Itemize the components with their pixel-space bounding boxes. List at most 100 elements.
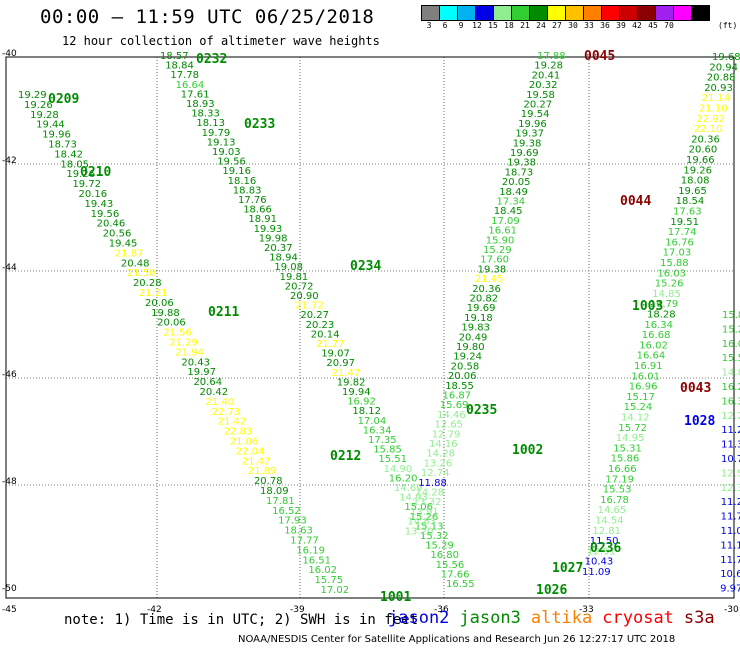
swh-value: 16.87 (443, 391, 472, 402)
lat-tick-label: -50 (2, 584, 17, 594)
lon-tick-label: -45 (2, 605, 17, 615)
swh-value: 16.79 (650, 299, 679, 310)
swh-value: 21.21 (139, 288, 168, 299)
swh-value: 22.04 (236, 446, 265, 457)
swh-value: 16.51 (302, 555, 331, 566)
pass-label-0235: 0235 (466, 403, 497, 418)
swh-value: 18.28 (647, 310, 676, 321)
swh-value: 15.23 (722, 324, 740, 335)
swh-value: 21.94 (175, 347, 204, 358)
satellite-legend: jason2 jason3 altika cryosat s3a (388, 608, 725, 628)
swh-value: 15.31 (613, 443, 642, 454)
swh-value: 18.09 (260, 486, 289, 497)
swh-value: 16.03 (657, 268, 686, 279)
legend-label-45: 45 (648, 21, 658, 30)
swh-value: 19.69 (467, 303, 496, 314)
swh-value: 10.79 (721, 454, 740, 465)
swh-value: 15.86 (611, 454, 640, 465)
swh-value: 17.78 (170, 70, 199, 81)
swh-value: 19.81 (280, 272, 309, 283)
lat-tick-label: -48 (2, 477, 17, 487)
swh-value: 19.83 (461, 323, 490, 334)
legend-label-12: 12 (472, 21, 482, 30)
swh-value: 20.06 (145, 298, 174, 309)
swh-value: 18.05 (60, 159, 89, 170)
lon-tick-label: -39 (290, 605, 305, 615)
swh-value: 11.15 (720, 540, 740, 551)
swh-value: 15.88 (722, 310, 740, 321)
swh-value: 11.23 (721, 425, 740, 436)
legend-label-36: 36 (600, 21, 610, 30)
swh-value: 19.69 (510, 148, 539, 159)
swh-value: 21.29 (169, 338, 198, 349)
map-frame (5, 56, 735, 599)
swh-value: 15.32 (420, 531, 449, 542)
legend-label-18: 18 (504, 21, 514, 30)
legend-label-24: 24 (536, 21, 546, 30)
swh-value: 18.73 (505, 167, 534, 178)
swh-value: 15.29 (425, 541, 454, 552)
swh-value: 16.52 (272, 506, 301, 517)
swh-value: 19.44 (36, 120, 65, 131)
pass-label-0045: 0045 (584, 49, 615, 64)
swh-value: 18.54 (676, 196, 705, 207)
swh-value: 21.47 (332, 368, 361, 379)
swh-value: 17.03 (663, 248, 692, 259)
pass-label-0233: 0233 (244, 117, 275, 132)
swh-value: 16.19 (296, 545, 325, 556)
swh-value: 19.56 (91, 209, 120, 220)
swh-value: 13.20 (405, 526, 434, 537)
swh-value: 18.49 (499, 187, 528, 198)
swh-value: 22.10 (694, 124, 723, 135)
swh-value: 19.65 (678, 186, 707, 197)
swh-value: 9.97 (720, 584, 740, 595)
pass-label-0043: 0043 (680, 381, 711, 396)
swh-value: 17.02 (321, 585, 350, 596)
legend-label-9: 9 (458, 21, 464, 30)
swh-value: 19.88 (151, 308, 180, 319)
swh-value: 21.06 (230, 437, 259, 448)
swh-value: 20.49 (459, 332, 488, 343)
swh-value: 18.83 (233, 185, 262, 196)
swh-value: 20.06 (157, 318, 186, 329)
swh-value: 18.45 (494, 206, 523, 217)
swh-value: 16.64 (637, 351, 666, 362)
swh-value: 19.58 (526, 90, 555, 101)
swh-value: 18.66 (243, 205, 272, 216)
swh-value: 20.60 (689, 145, 718, 156)
swh-value: 16.78 (600, 495, 629, 506)
swh-value: 19.93 (254, 224, 283, 235)
swh-value: 18.84 (165, 61, 194, 72)
swh-value: 21.56 (163, 328, 192, 339)
swh-value: 16.92 (347, 397, 376, 408)
swh-value: 15.24 (624, 402, 653, 413)
swh-value: 19.38 (478, 264, 507, 275)
swh-value: 19.37 (515, 129, 544, 140)
swh-value: 19.68 (712, 52, 740, 63)
pass-label-1002: 1002 (512, 443, 543, 458)
swh-value: 19.97 (187, 367, 216, 378)
swh-value: 19.16 (222, 166, 251, 177)
swh-value: 19.51 (670, 217, 699, 228)
swh-value: 17.61 (181, 89, 210, 100)
swh-value: 17.63 (673, 207, 702, 218)
swh-value: 17.04 (358, 416, 387, 427)
swh-value: 14.69 (394, 483, 423, 494)
swh-value: 17.19 (605, 474, 634, 485)
swh-value: 15.72 (618, 423, 647, 434)
swh-value: 16.34 (363, 425, 392, 436)
legend-unit: (ft) (718, 21, 738, 30)
swh-value: 17.34 (497, 197, 526, 208)
swh-value: 14.12 (621, 413, 650, 424)
satellite-jason2: jason2 (388, 608, 450, 628)
swh-value: 20.05 (502, 177, 531, 188)
swh-value: 16.80 (430, 550, 459, 561)
legend-label-30: 30 (568, 21, 578, 30)
swh-value: 20.27 (524, 100, 553, 111)
swh-value: 16.24 (722, 382, 740, 393)
swh-value: 14.28 (426, 449, 455, 460)
swh-value: 22.92 (696, 114, 725, 125)
swh-value: 11.09 (582, 567, 611, 578)
swh-value: 15.51 (378, 454, 407, 465)
swh-value: 12.81 (592, 526, 621, 537)
